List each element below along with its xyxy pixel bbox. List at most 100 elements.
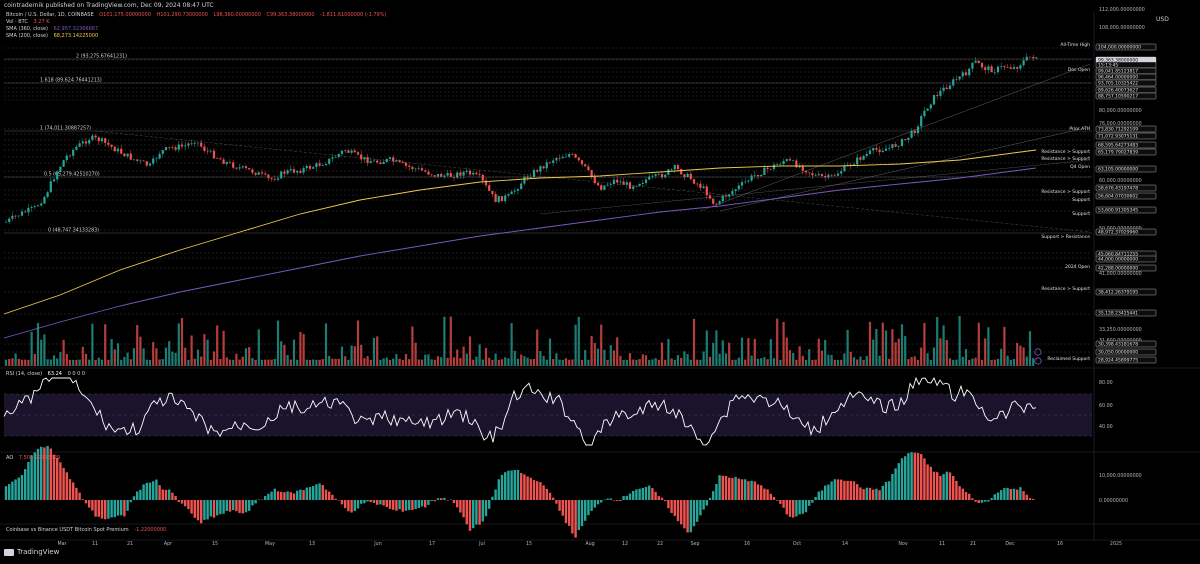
- volume-bar: [436, 356, 440, 366]
- volume-bar: [404, 353, 408, 366]
- ao-bar: [584, 500, 587, 521]
- ao-bar: [296, 490, 299, 500]
- close-value: C99,363.38000000: [266, 12, 315, 18]
- volume-bar: [340, 346, 344, 366]
- ao-bar: [331, 494, 334, 500]
- candle-body: [744, 181, 747, 183]
- volume-bar: [865, 356, 868, 366]
- ao-bar: [132, 496, 136, 500]
- ao-bar: [782, 500, 785, 508]
- candle-body: [17, 215, 20, 217]
- volume-bar: [30, 331, 33, 366]
- candle-body: [827, 174, 830, 178]
- volume-bar: [395, 354, 398, 366]
- volume-bar: [171, 351, 174, 366]
- candle-body: [260, 172, 264, 174]
- symbol-name[interactable]: Bitcoin / U.S. Dollar, 1D, COINBASE: [6, 12, 94, 18]
- ao-bar: [43, 447, 46, 500]
- volume-bar: [475, 356, 478, 366]
- ao-bar: [516, 469, 520, 500]
- candle-body: [385, 158, 388, 162]
- ao-bar: [971, 498, 974, 500]
- volume-bar: [708, 356, 712, 366]
- volume-bar: [161, 359, 164, 366]
- candle-body: [267, 174, 270, 179]
- volume-bar: [305, 359, 308, 366]
- alert-marker-icon: [1034, 357, 1042, 365]
- volume-bar: [622, 359, 625, 366]
- ao-bar: [446, 500, 449, 501]
- candle-body: [884, 148, 888, 151]
- candle-body: [504, 195, 507, 202]
- level-label: Resistance > Support: [1041, 156, 1090, 162]
- trendline: [539, 159, 1091, 215]
- fib-level-label: 1.618 (89,624.76441213): [40, 78, 102, 84]
- ao-bar: [686, 500, 689, 533]
- premium-legend[interactable]: Coinbase vs Binance USDT Bitcoin Spot Pr…: [6, 527, 170, 534]
- level-label: Resistance > Support: [1041, 189, 1090, 195]
- ao-bar: [196, 500, 200, 521]
- price-tag-label: 53,600.91305345: [1098, 208, 1138, 214]
- price-tick-label: 33,250.00000000: [1099, 327, 1142, 333]
- volume-bar: [97, 357, 100, 366]
- candle-body: [43, 197, 46, 204]
- candle-body: [110, 144, 113, 147]
- ao-bar: [334, 498, 337, 500]
- sma360-legend[interactable]: SMA (360, close) 62,957.32366667: [6, 26, 102, 33]
- ao-bar: [228, 500, 232, 512]
- sma200-legend[interactable]: SMA (200, close) 68,273.14225000: [6, 33, 102, 40]
- ao-bar: [315, 484, 318, 500]
- ao-bar: [187, 500, 190, 510]
- ao-legend[interactable]: AO 7,502.29773529: [6, 455, 64, 462]
- tradingview-logo: TradingView: [4, 548, 59, 556]
- candle-body: [833, 175, 836, 177]
- ao-bar: [318, 483, 321, 500]
- volume-bar: [913, 356, 916, 366]
- volume-bar: [606, 359, 609, 366]
- ao-bar: [24, 469, 27, 500]
- ao-bar: [59, 462, 62, 500]
- price-tick-label: 112,000.00000000: [1099, 7, 1145, 13]
- candle-body: [193, 143, 196, 144]
- rsi-label: RSI (14, close): [6, 371, 43, 377]
- ao-bar: [632, 490, 635, 500]
- volume-bar: [638, 359, 641, 366]
- candle-body: [427, 171, 430, 175]
- volume-bar: [136, 325, 139, 366]
- ao-bar: [932, 471, 936, 500]
- candle-body: [523, 176, 526, 184]
- time-axis-label: 13: [309, 541, 315, 547]
- volume-bar: [900, 324, 904, 366]
- volume-bar: [734, 359, 737, 366]
- price-tag-label: 15:13:45: [1098, 63, 1118, 69]
- volume-bar: [683, 351, 686, 366]
- candle-body: [465, 170, 468, 172]
- volume-bar: [484, 348, 488, 366]
- candle-body: [107, 142, 110, 145]
- ao-bar: [97, 500, 100, 517]
- rsi-legend[interactable]: RSI (14, close) 63.24 0 0 0 0: [6, 371, 89, 378]
- candle-body: [408, 165, 411, 167]
- ao-bar: [596, 500, 600, 505]
- ao-tick-label: 0.00000000: [1099, 498, 1128, 504]
- candle-body: [548, 162, 552, 163]
- fib-level-label: 0.5 (65,279.42510270): [44, 172, 100, 178]
- volume-bar: [750, 355, 753, 366]
- volume-bar: [264, 359, 267, 366]
- volume-bar: [65, 353, 68, 366]
- ao-bar: [641, 487, 644, 500]
- ao-bar: [379, 500, 382, 505]
- candle-body: [340, 150, 344, 154]
- volume-legend[interactable]: Vol · BTC 3.27 K: [6, 19, 54, 26]
- volume-bar: [804, 359, 808, 366]
- volume-bar: [1003, 326, 1006, 366]
- ao-bar: [4, 486, 8, 500]
- candle-body: [318, 163, 321, 166]
- ao-bar: [1012, 488, 1016, 500]
- published-by: cointradernik published on TradingView.c…: [4, 2, 214, 9]
- volume-bar: [648, 359, 651, 366]
- volume-bar: [785, 337, 788, 366]
- price-tag: [1095, 340, 1157, 348]
- volume-bar: [625, 359, 628, 366]
